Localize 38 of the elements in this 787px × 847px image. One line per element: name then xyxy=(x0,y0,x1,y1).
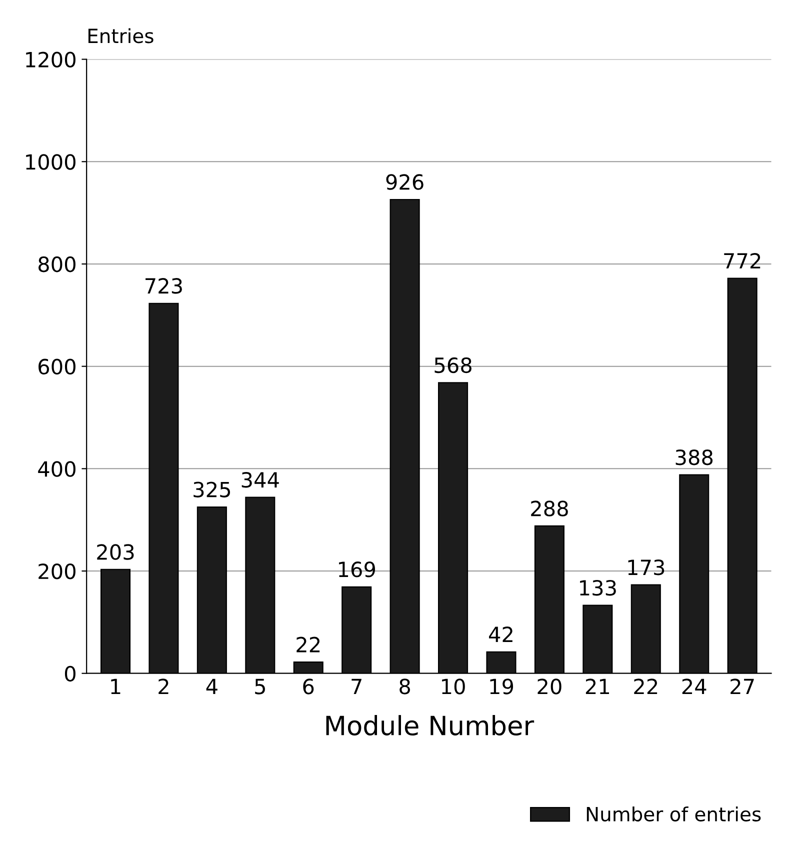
data-label: 926 xyxy=(386,174,424,190)
data-label: 203 xyxy=(97,544,134,560)
x-tick-label: 2 xyxy=(158,678,168,694)
y-tick-label: 200 xyxy=(38,563,76,580)
y-tick-label: 0 xyxy=(64,666,76,682)
y-tick-label: 600 xyxy=(38,358,76,375)
x-tick-label: 8 xyxy=(400,678,410,694)
y-tick-label: 800 xyxy=(38,256,76,272)
x-tick-label: 6 xyxy=(303,678,314,694)
x-tick-label: 7 xyxy=(352,678,362,694)
x-tick-label: 27 xyxy=(730,678,754,694)
y-tick-label: 1200 xyxy=(26,52,76,68)
data-label: 344 xyxy=(242,472,279,488)
data-label: 388 xyxy=(676,449,713,466)
data-label: 42 xyxy=(489,626,512,642)
x-tick-label: 1 xyxy=(111,678,120,694)
y-tick-label: 1000 xyxy=(26,154,76,170)
x-tick-label: 4 xyxy=(206,678,218,694)
data-label: 22 xyxy=(296,636,320,652)
x-tick-label: 22 xyxy=(634,678,658,694)
data-label: 133 xyxy=(580,580,616,596)
x-tick-label: 20 xyxy=(538,678,562,694)
legend-label: Number of entries xyxy=(586,806,761,822)
x-tick-label: 5 xyxy=(255,678,265,694)
data-label: 325 xyxy=(194,482,230,498)
x-tick-label: 24 xyxy=(682,678,706,694)
data-label: 169 xyxy=(338,562,376,578)
data-label: 173 xyxy=(628,559,664,576)
y-tick-label: 400 xyxy=(38,461,76,477)
x-axis-title: Module Number xyxy=(326,715,534,736)
data-label: 568 xyxy=(434,357,472,374)
x-tick-label: 19 xyxy=(490,678,514,694)
x-tick-label: 21 xyxy=(586,678,610,694)
x-tick-label: 10 xyxy=(442,678,465,694)
y-axis-title: Entries xyxy=(88,28,154,44)
data-label: 723 xyxy=(146,278,182,294)
data-label: 772 xyxy=(724,252,760,268)
data-label: 288 xyxy=(531,500,568,516)
